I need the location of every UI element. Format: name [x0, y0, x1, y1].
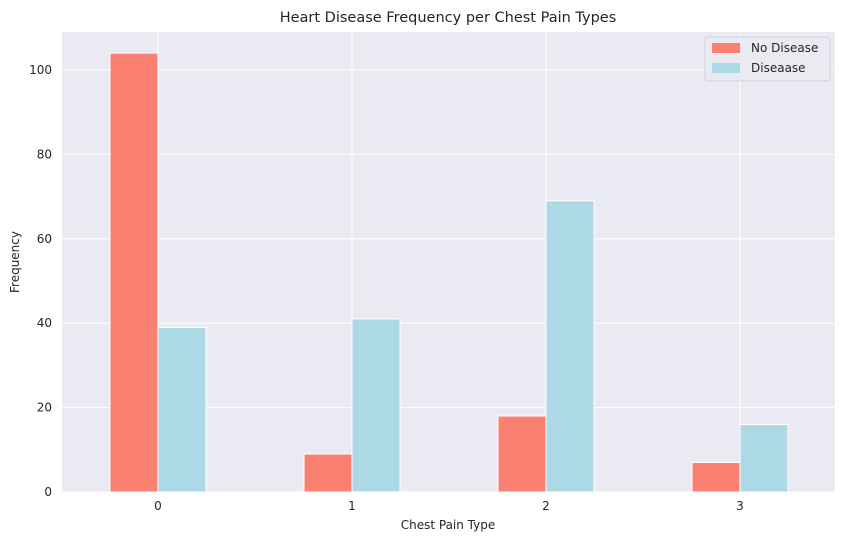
- y-tick-label: 80: [37, 147, 52, 161]
- bar-disease-3: [739, 423, 789, 493]
- bar-disease-2: [545, 200, 595, 493]
- x-tick-label: 2: [542, 499, 550, 513]
- x-axis-ticks: 0 1 2 3: [154, 499, 744, 513]
- bar-no-disease-1: [303, 453, 353, 493]
- grid-lines: [62, 32, 835, 493]
- y-axis-label: Frequency: [8, 231, 22, 293]
- x-tick-label: 1: [348, 499, 356, 513]
- legend-swatch-disease: [712, 63, 740, 73]
- y-tick-label: 100: [29, 63, 52, 77]
- y-tick-label: 0: [44, 485, 52, 499]
- bar-no-disease-3: [691, 461, 741, 493]
- bars: [109, 52, 789, 493]
- bar-disease-1: [351, 318, 401, 493]
- bar-no-disease-2: [497, 415, 547, 493]
- x-tick-label: 3: [736, 499, 744, 513]
- legend: No Disease Diseaase: [704, 36, 831, 82]
- chart-title: Heart Disease Frequency per Chest Pain T…: [280, 10, 617, 26]
- x-tick-label: 0: [154, 499, 162, 513]
- y-tick-label: 60: [37, 232, 52, 246]
- bar-no-disease-0: [109, 52, 159, 493]
- legend-label-disease: Diseaase: [751, 61, 806, 75]
- y-tick-label: 40: [37, 316, 52, 330]
- x-axis-label: Chest Pain Type: [401, 518, 496, 532]
- bar-disease-0: [157, 326, 207, 493]
- legend-swatch-no-disease: [712, 43, 740, 53]
- y-axis-ticks: 0 20 40 60 80 100: [29, 63, 52, 499]
- legend-label-no-disease: No Disease: [751, 41, 818, 55]
- y-tick-label: 20: [37, 401, 52, 415]
